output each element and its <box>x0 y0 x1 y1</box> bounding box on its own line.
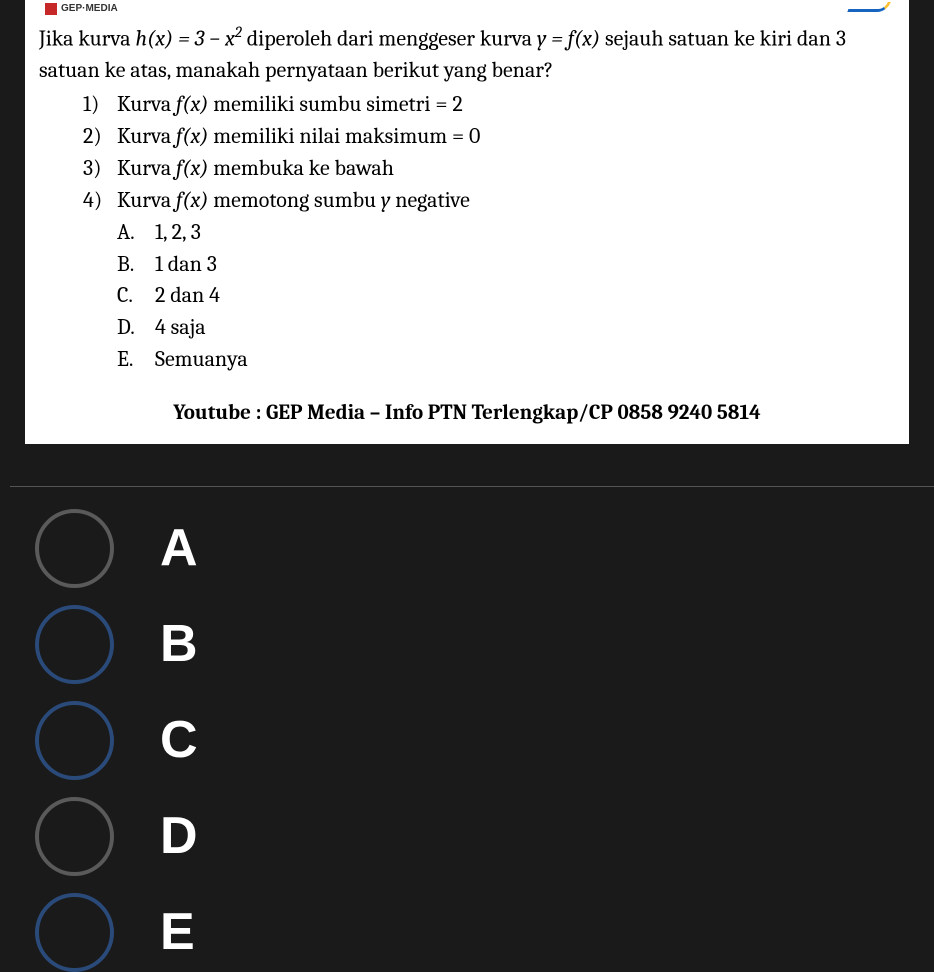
inline-option-row: B.1 dan 3 <box>117 249 895 281</box>
question-text: Jika kurva h(x) = 3 − x2 diperoleh dari … <box>39 21 895 87</box>
answer-choices: A B C D E <box>0 487 934 972</box>
inline-option-row: C.2 dan 4 <box>117 280 895 312</box>
logo-left-sub: MEDIA <box>85 3 117 14</box>
radio-icon <box>35 797 114 876</box>
inline-option-row: A.1, 2, 3 <box>117 217 895 249</box>
q-hexpr: h(x) = 3 − x <box>135 25 234 51</box>
question-body: Jika kurva h(x) = 3 − x2 diperoleh dari … <box>35 21 899 429</box>
inline-option-text: Semuanya <box>155 344 248 376</box>
q-yexpr: y = f(x) <box>537 25 600 51</box>
statement-text: Kurva f(x) memiliki sumbu simetri = 2 <box>117 89 463 121</box>
answer-option-b[interactable]: B <box>35 605 934 684</box>
statement-text: Kurva f(x) memiliki nilai maksimum = 0 <box>117 121 480 153</box>
answer-option-a[interactable]: A <box>35 509 934 588</box>
question-card: GEP·MEDIA Jika kurva h(x) = 3 − x2 diper… <box>25 0 909 444</box>
card-header: GEP·MEDIA <box>35 0 899 21</box>
logo-left: GEP·MEDIA <box>45 3 118 15</box>
inline-option-letter: E. <box>117 344 155 376</box>
statements-list: 1) Kurva f(x) memiliki sumbu simetri = 2… <box>39 89 895 217</box>
q-prefix: Jika kurva <box>39 25 135 51</box>
statement-row: 2) Kurva f(x) memiliki nilai maksimum = … <box>83 121 895 153</box>
q-hexp: 2 <box>235 23 242 41</box>
q-mid: diperoleh dari menggeser kurva <box>242 25 537 51</box>
answer-letter: A <box>160 518 198 578</box>
radio-icon <box>35 605 114 684</box>
statement-text: Kurva f(x) membuka ke bawah <box>117 153 394 185</box>
statement-num: 1) <box>83 89 117 121</box>
logo-right-icon <box>847 2 891 12</box>
inline-option-row: D.4 saja <box>117 312 895 344</box>
inline-option-letter: A. <box>117 217 155 249</box>
logo-left-icon <box>45 3 57 15</box>
answer-letter: C <box>160 710 198 770</box>
inline-option-text: 2 dan 4 <box>155 280 220 312</box>
inline-option-text: 1 dan 3 <box>155 249 217 281</box>
answer-letter: E <box>160 902 195 962</box>
logo-right <box>849 2 889 15</box>
radio-icon <box>35 509 114 588</box>
statement-num: 3) <box>83 153 117 185</box>
statement-num: 2) <box>83 121 117 153</box>
answer-letter: B <box>160 614 198 674</box>
inline-option-row: E.Semuanya <box>117 344 895 376</box>
radio-icon <box>35 701 114 780</box>
statement-text: Kurva f(x) memotong sumbu y negative <box>117 185 470 217</box>
inline-option-text: 4 saja <box>155 312 206 344</box>
inline-option-letter: B. <box>117 249 155 281</box>
inline-options: A.1, 2, 3 B.1 dan 3 C.2 dan 4 D.4 saja E… <box>39 217 895 376</box>
answer-option-e[interactable]: E <box>35 893 934 972</box>
logo-left-label: GEP <box>61 3 82 14</box>
statement-num: 4) <box>83 185 117 217</box>
inline-option-letter: C. <box>117 280 155 312</box>
answer-option-c[interactable]: C <box>35 701 934 780</box>
answer-option-d[interactable]: D <box>35 797 934 876</box>
statement-row: 1) Kurva f(x) memiliki sumbu simetri = 2 <box>83 89 895 121</box>
inline-option-text: 1, 2, 3 <box>155 217 201 249</box>
inline-option-letter: D. <box>117 312 155 344</box>
card-footer: Youtube : GEP Media – Info PTN Terlengka… <box>39 398 895 428</box>
radio-icon <box>35 893 114 972</box>
statement-row: 3) Kurva f(x) membuka ke bawah <box>83 153 895 185</box>
answer-letter: D <box>160 806 198 866</box>
statement-row: 4) Kurva f(x) memotong sumbu y negative <box>83 185 895 217</box>
